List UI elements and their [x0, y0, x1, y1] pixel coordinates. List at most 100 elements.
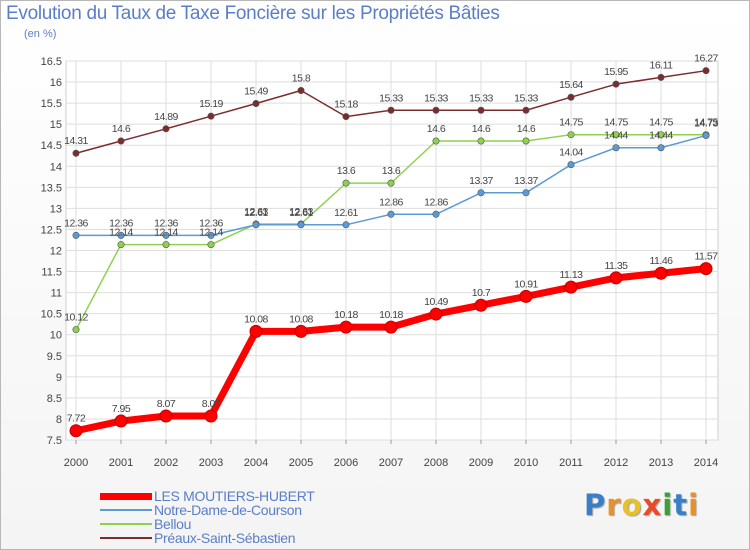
legend-swatch	[100, 537, 152, 539]
legend-swatch	[100, 492, 152, 500]
x-tick-label: 2000	[64, 457, 88, 469]
x-tick-label: 2002	[154, 457, 178, 469]
data-point-3	[162, 125, 170, 133]
data-label: 10.12	[64, 312, 88, 324]
x-tick-label: 2010	[514, 457, 538, 469]
data-label: 15.49	[244, 86, 268, 98]
x-tick-label: 2012	[604, 457, 628, 469]
data-point-3	[297, 86, 305, 94]
chart-subtitle: (en %)	[24, 28, 57, 40]
legend-item-preaux-saint-sebastien: Préaux-Saint-Sébastien	[100, 530, 296, 546]
data-point-1	[252, 221, 260, 229]
data-label: 12.61	[289, 207, 313, 219]
data-point-1	[657, 144, 665, 152]
data-label: 10.91	[514, 278, 538, 290]
y-tick-label: 14	[50, 161, 62, 173]
data-label: 14.6	[112, 123, 131, 135]
data-point-1	[612, 144, 620, 152]
x-tick-label: 2003	[199, 457, 223, 469]
x-tick-label: 2014	[694, 457, 718, 469]
data-point-2	[432, 137, 440, 145]
data-point-0	[249, 324, 263, 338]
y-tick-label: 16.5	[41, 56, 62, 68]
data-point-3	[342, 113, 350, 121]
legend-swatch	[100, 523, 152, 525]
legend-label: Notre-Dame-de-Courson	[154, 502, 302, 518]
data-point-0	[564, 280, 578, 294]
logo-letter: i	[688, 488, 700, 522]
x-tick-label: 2011	[559, 457, 583, 469]
y-tick-label: 15.5	[41, 98, 62, 110]
data-point-3	[207, 112, 215, 120]
data-point-0	[474, 298, 488, 312]
data-label: 14.75	[694, 117, 718, 129]
logo-letter: o	[621, 488, 643, 522]
data-point-1	[477, 189, 485, 197]
data-point-1	[522, 189, 530, 197]
legend-label: LES MOUTIERS-HUBERT	[154, 488, 315, 504]
data-point-1	[162, 231, 170, 239]
data-label: 12.61	[244, 207, 268, 219]
data-point-0	[429, 307, 443, 321]
x-tick-label: 2013	[649, 457, 673, 469]
y-tick-label: 10	[50, 330, 62, 342]
data-point-0	[294, 324, 308, 338]
data-point-2	[477, 137, 485, 145]
data-label: 14.44	[604, 130, 628, 142]
y-tick-label: 8	[56, 414, 62, 426]
x-tick-label: 2004	[244, 457, 268, 469]
data-label: 11.13	[560, 269, 584, 281]
data-point-3	[72, 149, 80, 157]
logo-letter: P	[584, 488, 607, 522]
logo-letter: i	[662, 488, 674, 522]
data-point-0	[519, 289, 533, 303]
y-tick-label: 7.5	[47, 435, 62, 447]
data-label: 14.6	[427, 123, 446, 135]
legend-item-les-moutiers-hubert: LES MOUTIERS-HUBERT	[100, 488, 315, 504]
data-point-1	[72, 231, 80, 239]
data-point-2	[522, 137, 530, 145]
data-point-1	[567, 161, 575, 169]
data-point-3	[387, 106, 395, 114]
data-point-2	[342, 179, 350, 187]
data-label: 16.11	[650, 59, 674, 71]
x-tick-label: 2005	[289, 457, 313, 469]
data-label: 11.57	[695, 251, 719, 263]
data-label: 14.75	[559, 117, 583, 129]
data-label: 10.18	[334, 309, 358, 321]
proxiti-logo: Proxiti	[584, 488, 699, 522]
x-tick-label: 2006	[334, 457, 358, 469]
y-tick-label: 10.5	[41, 309, 62, 321]
data-point-2	[117, 241, 125, 249]
data-point-0	[609, 271, 623, 285]
y-tick-label: 8.5	[47, 393, 62, 405]
data-point-0	[339, 320, 353, 334]
legend-item-notre-dame-de-courson: Notre-Dame-de-Courson	[100, 502, 302, 518]
data-label: 13.6	[382, 165, 401, 177]
data-label: 15.33	[469, 92, 493, 104]
data-label: 12.14	[154, 227, 178, 239]
logo-letter: t	[673, 488, 689, 522]
data-point-3	[612, 80, 620, 88]
x-tick-label: 2001	[109, 457, 133, 469]
data-label: 10.49	[424, 296, 448, 308]
data-point-3	[252, 100, 260, 108]
logo-letter: r	[606, 488, 622, 522]
data-point-0	[384, 320, 398, 334]
data-label: 12.36	[199, 217, 223, 229]
data-point-3	[657, 73, 665, 81]
data-point-2	[612, 131, 620, 139]
data-label: 7.95	[112, 403, 131, 415]
data-label: 15.33	[424, 92, 448, 104]
legend-swatch	[100, 509, 152, 511]
y-tick-label: 9.5	[47, 351, 62, 363]
data-label: 10.18	[379, 309, 403, 321]
data-point-1	[117, 231, 125, 239]
y-tick-label: 13.5	[41, 182, 62, 194]
data-label: 13.6	[337, 165, 356, 177]
data-point-1	[432, 210, 440, 218]
data-point-0	[114, 414, 128, 428]
data-label: 10.08	[244, 313, 268, 325]
data-label: 8.07	[202, 398, 221, 410]
data-label: 14.6	[517, 123, 536, 135]
